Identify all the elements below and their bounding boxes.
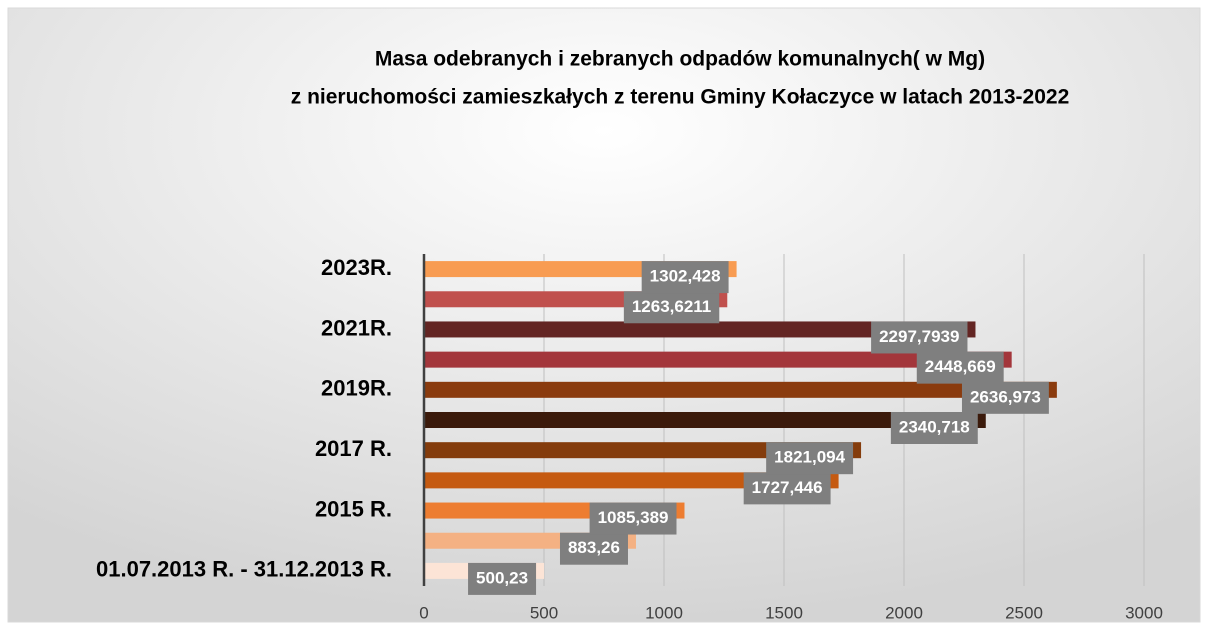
data-label-text: 2297,7939 xyxy=(879,327,959,346)
bar xyxy=(424,412,986,428)
data-label-text: 500,23 xyxy=(476,568,528,587)
data-label-box xyxy=(623,291,720,324)
bar xyxy=(424,351,1012,368)
data-label-text: 883,26 xyxy=(568,538,620,557)
data-label-text: 1821,094 xyxy=(774,448,845,467)
data-label-box xyxy=(961,381,1049,414)
bar xyxy=(424,442,862,459)
bar xyxy=(424,472,839,489)
data-label-box xyxy=(916,351,1004,384)
data-label: 2448,669 xyxy=(916,351,1004,384)
data-label-box xyxy=(641,261,729,294)
y-tick-label: 2017 R. xyxy=(315,436,392,461)
y-tick-label: 2021R. xyxy=(321,315,392,340)
chart-title: Masa odebranych i zebranych odpadów komu… xyxy=(375,48,985,71)
data-label-text: 2340,718 xyxy=(899,417,970,436)
data-label-box xyxy=(766,442,854,475)
x-tick-label: 0 xyxy=(419,603,428,622)
x-tick-label: 1000 xyxy=(645,603,683,622)
data-label-text: 1727,446 xyxy=(752,478,823,497)
x-tick-label: 2000 xyxy=(885,603,923,622)
data-label-box xyxy=(589,502,677,535)
data-label: 1085,389 xyxy=(589,502,677,535)
x-tick-label: 2500 xyxy=(1005,603,1043,622)
data-label: 1302,428 xyxy=(641,261,729,294)
data-label-box xyxy=(559,532,628,565)
data-label-box xyxy=(468,562,537,595)
data-label-box xyxy=(890,412,978,444)
data-label-text: 1302,428 xyxy=(650,267,721,286)
data-label: 1263,6211 xyxy=(623,291,720,324)
data-label-text: 2636,973 xyxy=(970,387,1041,406)
y-tick-label: 01.07.2013 R. - 31.12.2013 R. xyxy=(96,557,392,582)
x-tick-label: 1500 xyxy=(765,603,803,622)
data-label: 1727,446 xyxy=(743,472,831,505)
data-label: 2340,718 xyxy=(890,412,978,444)
data-label-box xyxy=(743,472,831,505)
data-label: 2636,973 xyxy=(961,381,1049,414)
data-label-text: 2448,669 xyxy=(925,357,996,376)
data-label-text: 1263,6211 xyxy=(632,297,711,316)
y-tick-label: 2023R. xyxy=(321,255,392,280)
y-tick-label: 2019R. xyxy=(321,376,392,401)
x-tick-label: 500 xyxy=(530,603,558,622)
data-label: 1821,094 xyxy=(766,442,854,475)
data-label: 2297,7939 xyxy=(871,321,968,354)
bar xyxy=(424,321,976,338)
data-label-box xyxy=(871,321,968,354)
y-tick-label: 2015 R. xyxy=(315,496,392,521)
bar xyxy=(424,381,1057,398)
data-label-text: 1085,389 xyxy=(598,508,669,527)
data-label: 883,26 xyxy=(559,532,628,565)
data-label: 500,23 xyxy=(468,562,537,595)
chart-title: z nieruchomości zamieszkałych z terenu G… xyxy=(291,86,1070,109)
x-tick-label: 3000 xyxy=(1125,603,1163,622)
